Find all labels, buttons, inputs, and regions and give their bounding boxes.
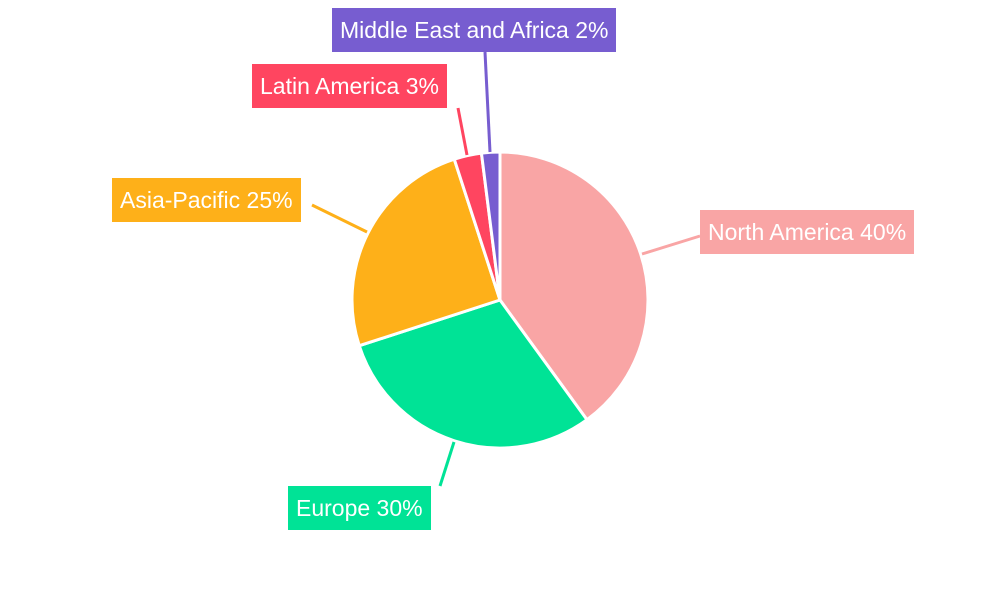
label-europe: Europe 30% — [288, 486, 431, 530]
label-north-america: North America 40% — [700, 210, 915, 254]
slice-europe — [357, 298, 590, 450]
slice-middle-east-and-africa — [479, 150, 502, 301]
label-asia-pacific: Asia-Pacific 25% — [112, 178, 301, 222]
slice-asia-pacific — [350, 157, 502, 348]
leader-line-asia-pacific — [311, 203, 368, 234]
leader-line-middle-east-and-africa — [483, 51, 492, 153]
leader-line-europe — [438, 441, 456, 487]
label-middle-east-africa: Middle East and Africa 2% — [332, 8, 617, 52]
label-latin-america: Latin America 3% — [252, 64, 447, 108]
leader-line-latin-america — [456, 107, 469, 156]
slice-north-america — [498, 150, 650, 422]
leader-line-north-america — [641, 234, 701, 256]
